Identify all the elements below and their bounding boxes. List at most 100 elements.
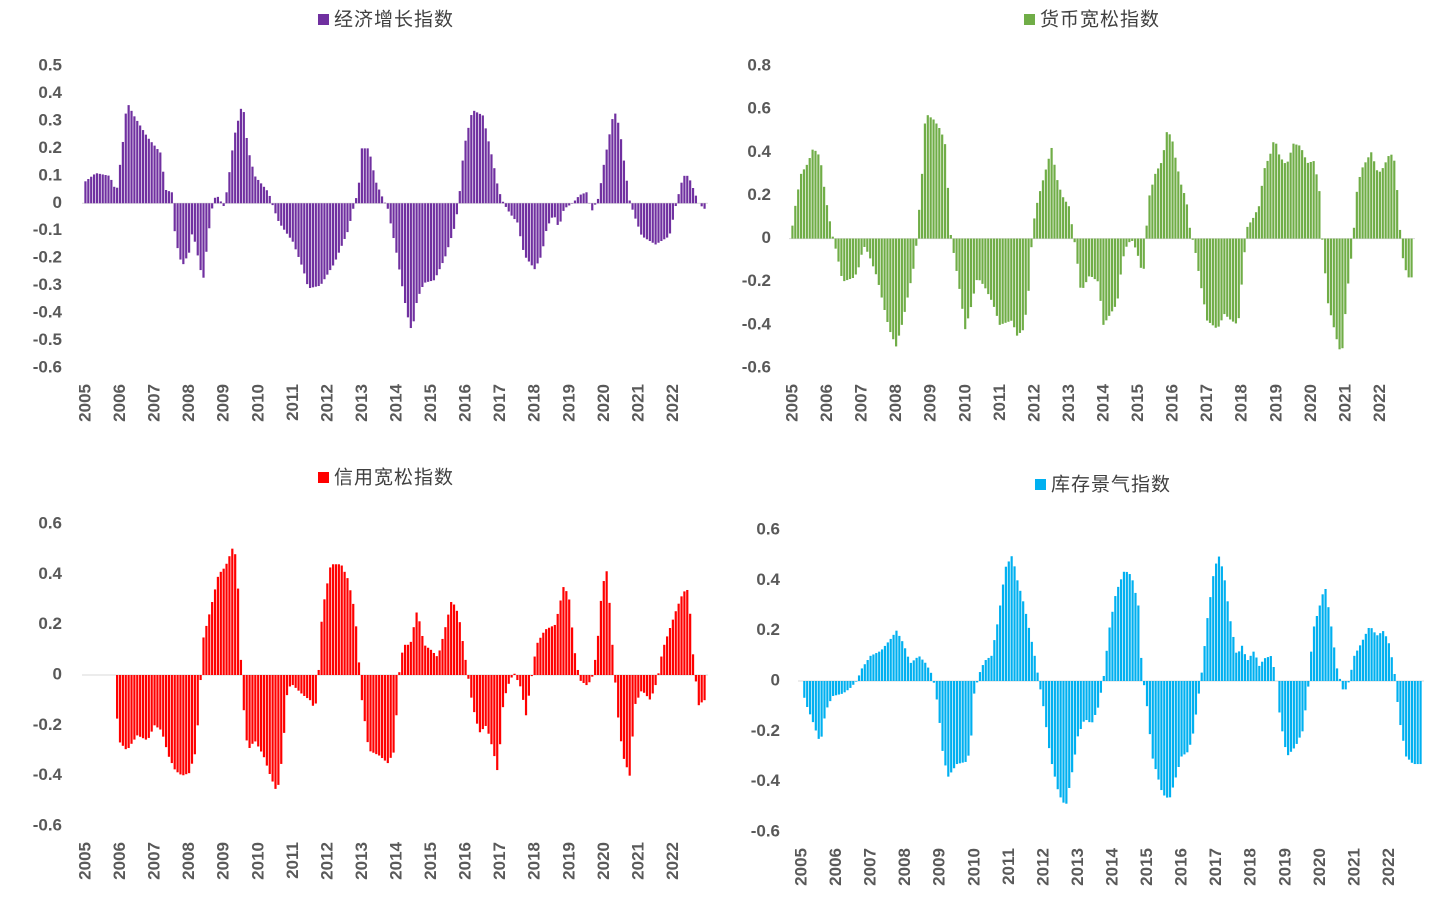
bar <box>323 203 326 280</box>
bar <box>831 236 834 239</box>
bar <box>1379 633 1382 681</box>
x-tick-label: 2017 <box>490 384 509 422</box>
bar <box>1038 191 1042 239</box>
bar <box>547 627 551 675</box>
bar <box>834 238 837 249</box>
bar <box>92 174 96 204</box>
chart-1: 经济增长指数 0.5 0.4 0.3 0.2 0.1 0 -0.1 -0.2 -0.3 -0.4 -0… <box>33 9 708 422</box>
bar <box>1398 229 1402 239</box>
bar <box>1215 563 1218 681</box>
legend-swatch <box>1034 479 1046 490</box>
bar <box>588 675 591 683</box>
x-tick-label: 2021 <box>1344 848 1363 886</box>
bar <box>280 203 283 226</box>
bar <box>188 203 191 253</box>
bar <box>1065 681 1068 804</box>
bar <box>219 571 222 675</box>
bar <box>901 641 904 681</box>
bar <box>1036 202 1039 239</box>
x-tick-label: 2014 <box>1102 847 1121 885</box>
bar <box>1096 238 1099 282</box>
bar <box>697 675 700 706</box>
y-tick-label: -0.5 <box>33 330 62 349</box>
bar <box>141 675 145 739</box>
bar <box>1145 225 1148 239</box>
x-tick-label: 2020 <box>1301 384 1320 422</box>
bar <box>1281 681 1284 732</box>
bar <box>401 652 404 675</box>
bar <box>1341 681 1344 690</box>
bar <box>415 612 418 675</box>
bar <box>418 203 421 294</box>
bar <box>147 675 150 738</box>
bar <box>895 238 898 347</box>
bar <box>320 621 323 675</box>
bar <box>1332 238 1335 328</box>
bar <box>1016 580 1019 681</box>
bar <box>1257 206 1261 239</box>
bar <box>438 650 441 675</box>
bar <box>441 638 444 675</box>
bar <box>234 554 237 675</box>
bar <box>239 659 243 675</box>
bar <box>496 675 499 771</box>
bar <box>283 203 286 230</box>
bar <box>797 189 800 239</box>
bar <box>972 238 975 294</box>
bar <box>1131 238 1134 241</box>
bar <box>190 203 194 235</box>
bar <box>530 675 533 677</box>
bar <box>231 150 234 204</box>
bar <box>666 203 669 238</box>
x-tick-label: 2021 <box>628 384 647 422</box>
bar <box>519 203 522 237</box>
bar <box>262 186 266 204</box>
bar <box>406 644 410 675</box>
bar <box>596 198 600 204</box>
bar <box>1050 147 1053 239</box>
bar <box>285 675 289 696</box>
bar <box>257 675 260 747</box>
bar <box>799 173 803 239</box>
x-tick-label: 2013 <box>352 842 371 880</box>
bar <box>392 675 395 753</box>
bar <box>536 203 539 264</box>
chart-3: 信用宽松指数 0.6 0.4 0.2 0 -0.2 -0.4 -0.6 2005 2006 2007… <box>33 467 708 880</box>
bar <box>921 659 924 681</box>
bar <box>941 681 944 751</box>
bar <box>973 681 976 694</box>
bar <box>1413 681 1416 765</box>
bar <box>1128 238 1131 243</box>
bar <box>331 564 335 675</box>
bar <box>369 156 372 204</box>
y-tick-label: 0.5 <box>38 55 62 74</box>
bar <box>450 602 453 675</box>
bar <box>680 596 683 675</box>
bar <box>481 675 484 730</box>
bar <box>311 203 315 288</box>
bar <box>1240 645 1244 681</box>
bar <box>806 681 809 708</box>
bar <box>1393 674 1396 681</box>
bar <box>628 200 631 204</box>
x-tick-label: 2016 <box>1163 384 1182 422</box>
y-tick-label: -0.6 <box>33 815 62 834</box>
bar <box>1370 628 1373 681</box>
bar <box>1252 651 1255 681</box>
x-tick-label: 2011 <box>283 842 302 879</box>
bar <box>1341 238 1344 349</box>
bar <box>811 681 815 723</box>
bar <box>571 627 574 675</box>
x-tick-label: 2014 <box>1093 383 1112 421</box>
bar <box>1047 158 1050 239</box>
x-tick-label: 2007 <box>145 384 164 422</box>
bar <box>1235 652 1238 681</box>
bar <box>660 656 663 675</box>
bar <box>668 628 672 675</box>
x-tick-label: 2010 <box>964 848 983 886</box>
bar <box>539 203 542 258</box>
bar <box>1321 594 1324 681</box>
bar <box>1151 184 1154 239</box>
bar <box>522 675 525 700</box>
bar <box>1056 681 1059 790</box>
